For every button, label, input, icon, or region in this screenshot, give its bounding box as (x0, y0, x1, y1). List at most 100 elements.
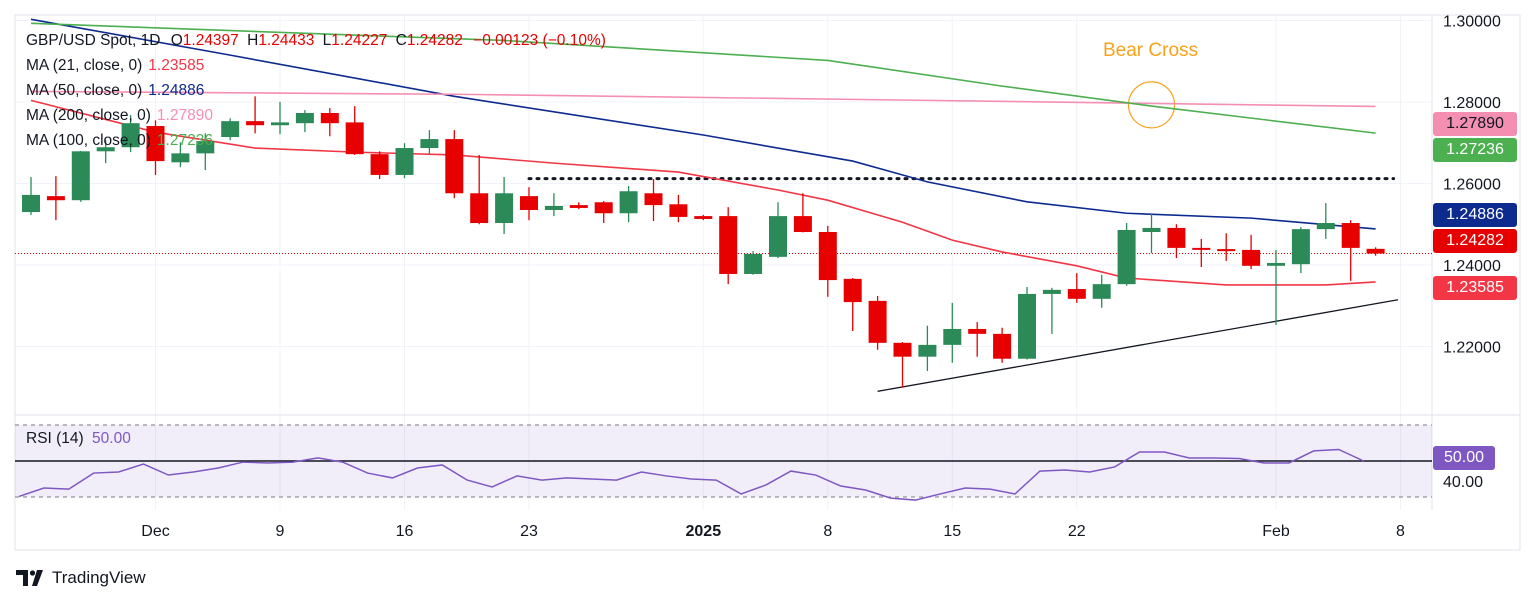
candle (744, 251, 763, 275)
time-tick-label: 22 (1068, 523, 1086, 540)
price-tag: 1.24282 (1433, 229, 1517, 253)
candle (669, 194, 688, 223)
ma-value: 1.23585 (148, 57, 205, 74)
rsi-label: RSI (14) (26, 430, 84, 447)
candle (719, 207, 738, 285)
candle-body (445, 139, 464, 194)
price-tag: 1.27236 (1433, 138, 1517, 162)
ma-value: 1.27236 (156, 132, 213, 149)
candle-body (818, 231, 837, 281)
candle (569, 202, 588, 210)
price-tag: 1.24886 (1433, 203, 1517, 227)
ohlc-high-label: H (247, 32, 259, 49)
symbol-title[interactable]: GBP/USD Spot, 1D (26, 32, 161, 49)
candle-body (246, 121, 265, 126)
candle-body (1117, 229, 1136, 285)
candle (893, 342, 912, 388)
candle-body (644, 193, 663, 206)
candle-body (1366, 248, 1385, 254)
candle (619, 185, 638, 223)
candle (96, 140, 115, 164)
candle (1267, 249, 1285, 325)
price-tick-label: 1.30000 (1443, 14, 1501, 31)
ma-label: MA (21, close, 0) (26, 57, 143, 74)
ohlc-close-label: C (395, 32, 407, 49)
candle-body (1267, 262, 1285, 266)
candle (818, 225, 837, 297)
candle (370, 151, 389, 180)
chart-legend: GBP/USD Spot, 1D O1.24397 H1.24433 L 1.24… (26, 28, 606, 153)
rsi-tick-label: 40.00 (1443, 474, 1483, 491)
candle-body (46, 196, 65, 201)
candle-body (1192, 247, 1211, 250)
legend-ma-50[interactable]: MA (50, close, 0) 1.24886 (26, 78, 606, 103)
candle-body (146, 126, 165, 162)
price-tick-label: 1.26000 (1443, 177, 1501, 194)
candles (22, 96, 1385, 388)
tradingview-brand[interactable]: TradingView (16, 568, 146, 588)
candle-body (1242, 249, 1261, 266)
candle (146, 120, 165, 175)
legend-ma-100[interactable]: MA (100, close, 0) 1.27236 (26, 128, 606, 153)
brand-name: TradingView (52, 568, 146, 587)
candle-body (1341, 223, 1360, 248)
ma-label: MA (200, close, 0) (26, 107, 151, 124)
candle (1092, 274, 1111, 308)
ohlc-close: 1.24282 (406, 32, 463, 49)
rsi-line (18, 448, 1364, 501)
ma-line (30, 22, 1376, 134)
time-tick-label: 8 (1396, 523, 1405, 540)
candle-body (71, 151, 90, 201)
ohlc-low-label: L (322, 32, 332, 49)
time-tick-label: 23 (520, 523, 538, 540)
candle (320, 108, 339, 137)
candle-body (22, 194, 40, 213)
rsi-value: 50.00 (92, 430, 131, 447)
candle (295, 110, 314, 133)
candle (1217, 233, 1236, 261)
candle-body (271, 122, 289, 126)
candle-body (196, 141, 215, 154)
ohlc-high: 1.24433 (258, 32, 315, 49)
candle (1341, 220, 1360, 281)
candle-body (395, 148, 414, 175)
chart-frame (14, 14, 1521, 551)
candle-body (619, 191, 638, 214)
candle (594, 201, 613, 224)
candle-body (993, 333, 1012, 359)
candle (968, 322, 987, 357)
legend-ma-21[interactable]: MA (21, close, 0) 1.23585 (26, 53, 606, 78)
candle-body (1142, 227, 1161, 232)
candle (395, 143, 414, 179)
candle-body (420, 139, 439, 149)
symbol-row: GBP/USD Spot, 1D O1.24397 H1.24433 L 1.24… (26, 28, 606, 53)
ohlc-open: 1.24397 (182, 32, 239, 49)
candle (246, 96, 265, 134)
rsi-legend[interactable]: RSI (14) 50.00 (26, 430, 131, 448)
pane-borders (14, 14, 1521, 551)
candle (445, 130, 464, 199)
time-tick-label: 8 (823, 523, 832, 540)
price-axis[interactable]: 1.30000 1.28000 1.26000 1.24000 1.22000 (1443, 14, 1501, 357)
price-tick-label: 1.28000 (1443, 95, 1501, 112)
candle (868, 295, 887, 350)
candle-body (918, 344, 937, 357)
candle-body (744, 253, 763, 274)
candle (46, 176, 65, 221)
candle (71, 150, 90, 202)
candle (271, 102, 289, 135)
candle (1067, 273, 1086, 303)
time-axis[interactable]: Dec 9 16 23 2025 8 15 22 Feb 8 (141, 523, 1405, 540)
legend-ma-200[interactable]: MA (200, close, 0) 1.27890 (26, 103, 606, 128)
moving-averages (30, 18, 1376, 286)
support-trendline (877, 299, 1399, 392)
candle-body (221, 121, 240, 138)
candle (694, 214, 713, 221)
time-tick-label: Dec (141, 523, 169, 540)
tradingview-logo-icon (16, 570, 43, 586)
ohlc-open-label: O (170, 32, 183, 49)
candle (843, 278, 862, 332)
candle-body (495, 193, 514, 224)
candle (196, 133, 215, 171)
